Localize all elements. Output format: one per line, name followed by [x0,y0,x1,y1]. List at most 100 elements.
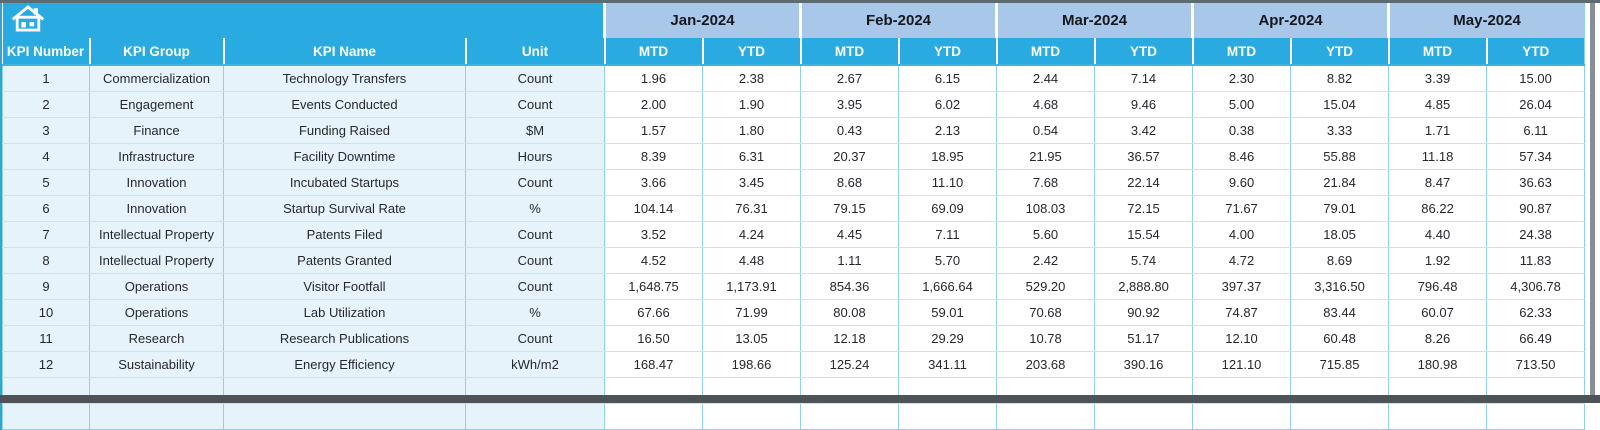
column-header-ytd[interactable]: YTD [897,38,997,66]
cell-value[interactable]: 70.68 [996,299,1096,326]
empty-cell[interactable] [1192,403,1292,430]
cell-value[interactable]: 21.95 [996,143,1096,170]
cell-value[interactable]: 1,173.91 [702,273,801,300]
column-header-ytd[interactable]: YTD [1289,38,1389,66]
cell-value[interactable]: 4.45 [800,221,899,248]
cell-kpi-number[interactable]: 10 [2,299,90,326]
cell-value[interactable]: 2,888.80 [1094,273,1194,300]
cell-kpi-name[interactable]: Events Conducted [223,91,466,118]
cell-kpi-number[interactable]: 9 [2,273,90,300]
cell-unit[interactable]: Hours [465,143,605,170]
cell-unit[interactable]: Count [465,169,605,196]
cell-value[interactable]: 1.80 [702,117,801,144]
cell-value[interactable]: 529.20 [996,273,1096,300]
empty-cell[interactable] [1094,403,1194,430]
cell-value[interactable]: 20.37 [800,143,899,170]
cell-unit[interactable]: $M [465,117,605,144]
cell-value[interactable]: 60.07 [1388,299,1488,326]
cell-value[interactable]: 3.33 [1290,117,1390,144]
cell-value[interactable]: 8.39 [604,143,703,170]
cell-value[interactable]: 3.95 [800,91,899,118]
cell-value[interactable]: 80.08 [800,299,899,326]
cell-value[interactable]: 4.85 [1388,91,1488,118]
empty-cell[interactable] [1486,403,1586,430]
cell-value[interactable]: 15.54 [1094,221,1194,248]
cell-value[interactable]: 1.71 [1388,117,1488,144]
cell-value[interactable]: 15.00 [1486,64,1586,92]
cell-value[interactable]: 15.04 [1290,91,1390,118]
cell-value[interactable]: 4.72 [1192,247,1292,274]
cell-kpi-number[interactable]: 2 [2,91,90,118]
cell-value[interactable]: 11.83 [1486,247,1586,274]
empty-cell[interactable] [604,403,703,430]
cell-value[interactable]: 1.11 [800,247,899,274]
cell-value[interactable]: 2.13 [897,117,998,144]
cell-kpi-group[interactable]: Intellectual Property [89,221,224,248]
cell-kpi-number[interactable]: 6 [2,195,90,222]
cell-kpi-number[interactable]: 11 [2,325,90,352]
empty-cell[interactable] [89,403,224,430]
month-header[interactable]: Feb-2024 [798,3,997,38]
cell-kpi-name[interactable]: Patents Granted [223,247,466,274]
month-header[interactable]: Mar-2024 [995,3,1193,38]
cell-value[interactable]: 1.57 [604,117,703,144]
cell-value[interactable]: 4.24 [702,221,801,248]
cell-value[interactable]: 0.54 [996,117,1096,144]
cell-unit[interactable]: Count [465,325,605,352]
cell-value[interactable]: 79.01 [1290,195,1390,222]
cell-value[interactable]: 6.31 [702,143,801,170]
cell-value[interactable]: 3.52 [604,221,703,248]
cell-value[interactable]: 125.24 [800,351,899,378]
cell-value[interactable]: 796.48 [1388,273,1488,300]
cell-value[interactable]: 8.46 [1192,143,1292,170]
cell-value[interactable]: 180.98 [1388,351,1488,378]
cell-kpi-group[interactable]: Engagement [89,91,224,118]
cell-value[interactable]: 3.66 [604,169,703,196]
cell-kpi-name[interactable]: Patents Filed [223,221,466,248]
cell-kpi-name[interactable]: Technology Transfers [223,64,466,92]
cell-value[interactable]: 6.11 [1486,117,1586,144]
cell-value[interactable]: 5.74 [1094,247,1194,274]
cell-kpi-group[interactable]: Commercialization [89,64,224,92]
cell-value[interactable]: 57.34 [1486,143,1586,170]
empty-cell[interactable] [1388,403,1488,430]
cell-kpi-number[interactable]: 3 [2,117,90,144]
cell-value[interactable]: 71.99 [702,299,801,326]
cell-value[interactable]: 8.82 [1290,64,1390,92]
cell-value[interactable]: 5.70 [897,247,998,274]
month-header[interactable]: Apr-2024 [1191,3,1389,38]
cell-value[interactable]: 397.37 [1192,273,1292,300]
cell-value[interactable]: 1.92 [1388,247,1488,274]
cell-value[interactable]: 36.57 [1094,143,1194,170]
cell-value[interactable]: 2.00 [604,91,703,118]
empty-cell[interactable] [996,403,1096,430]
cell-value[interactable]: 2.38 [702,64,801,92]
column-header-ytd[interactable]: YTD [1485,38,1585,66]
cell-kpi-group[interactable]: Finance [89,117,224,144]
cell-value[interactable]: 8.26 [1388,325,1488,352]
cell-value[interactable]: 72.15 [1094,195,1194,222]
column-header-mtd[interactable]: MTD [995,38,1095,66]
cell-value[interactable]: 6.15 [897,64,998,92]
cell-value[interactable]: 2.67 [800,64,899,92]
cell-value[interactable]: 1.90 [702,91,801,118]
column-header-mtd[interactable]: MTD [1387,38,1487,66]
cell-value[interactable]: 7.14 [1094,64,1194,92]
cell-kpi-group[interactable]: Innovation [89,169,224,196]
cell-unit[interactable]: % [465,299,605,326]
column-header-unit[interactable]: Unit [464,38,605,66]
cell-value[interactable]: 36.63 [1486,169,1586,196]
cell-value[interactable]: 76.31 [702,195,801,222]
empty-cell[interactable] [702,403,801,430]
cell-value[interactable]: 8.69 [1290,247,1390,274]
cell-kpi-name[interactable]: Incubated Startups [223,169,466,196]
cell-value[interactable]: 13.05 [702,325,801,352]
cell-value[interactable]: 0.43 [800,117,899,144]
cell-kpi-group[interactable]: Infrastructure [89,143,224,170]
cell-value[interactable]: 1.96 [604,64,703,92]
cell-kpi-name[interactable]: Funding Raised [223,117,466,144]
column-header-kpi-group[interactable]: KPI Group [88,38,224,66]
home-button[interactable] [11,4,45,32]
cell-value[interactable]: 715.85 [1290,351,1390,378]
cell-unit[interactable]: Count [465,221,605,248]
